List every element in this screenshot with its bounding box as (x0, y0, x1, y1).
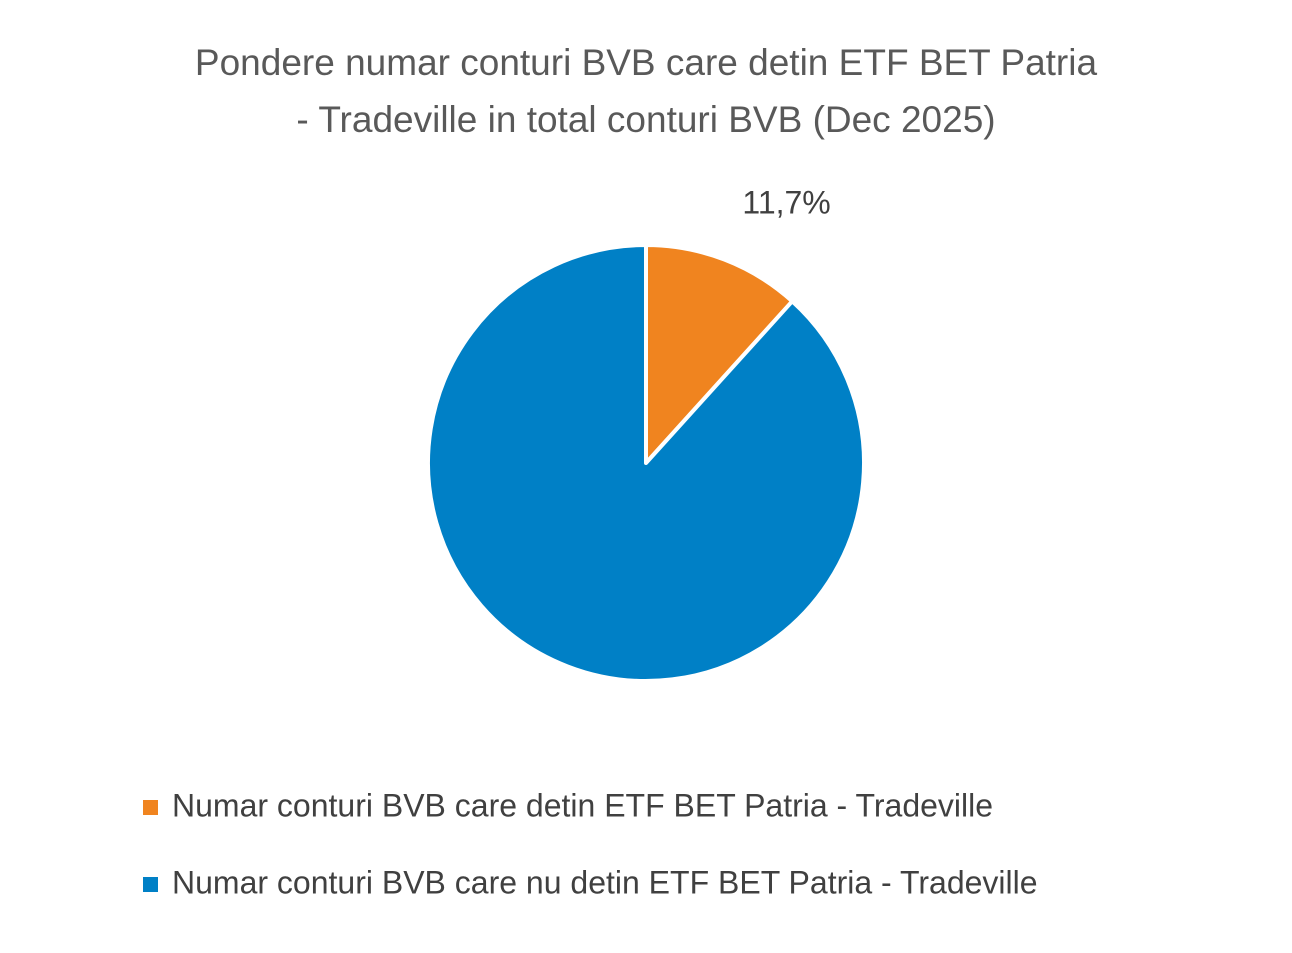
chart-title: Pondere numar conturi BVB care detin ETF… (195, 42, 1098, 83)
legend-label: Numar conturi BVB care nu detin ETF BET … (172, 864, 1038, 900)
chart-title: - Tradeville in total conturi BVB (Dec 2… (296, 99, 995, 140)
pie-slice (426, 243, 866, 683)
legend-swatch (143, 877, 158, 892)
pie-slice (644, 243, 795, 465)
legend-swatch (143, 800, 158, 815)
legend-label: Numar conturi BVB care detin ETF BET Pat… (172, 787, 993, 823)
data-label: 11,7% (742, 184, 830, 220)
